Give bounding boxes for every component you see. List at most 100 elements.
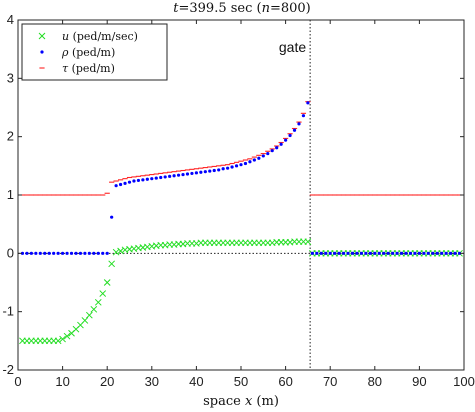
rho-point — [275, 146, 279, 150]
rho-point — [145, 177, 149, 181]
ticks-layer: 0 10 20 30 40 50 60 70 80 90 100 -2 -1 0 1 2 3 4 — [2, 12, 474, 389]
u-point — [81, 317, 89, 324]
rho-point — [435, 251, 439, 255]
rho-point — [368, 251, 372, 255]
rho-point — [74, 251, 78, 255]
legend-marker — [40, 50, 44, 54]
rho-point — [252, 158, 256, 162]
rho-point — [20, 251, 25, 255]
u-point — [63, 332, 71, 340]
u-point — [304, 238, 312, 246]
rho-point — [194, 171, 198, 175]
y-tick-label: -2 — [2, 362, 14, 377]
rho-point — [292, 128, 297, 132]
rho-point — [159, 175, 163, 180]
rho-point — [431, 251, 435, 255]
rho-point — [65, 251, 69, 255]
x-tick-label: 80 — [368, 374, 382, 389]
rho-point — [226, 166, 230, 170]
rho-point — [319, 251, 323, 255]
rho-point — [150, 177, 154, 181]
y-tick-label: 0 — [7, 245, 14, 260]
rho-point — [333, 251, 337, 255]
rho-point — [234, 164, 239, 168]
rho-point — [83, 251, 87, 255]
rho-point — [373, 251, 377, 255]
x-tick-label: 20 — [100, 374, 114, 389]
rho-point — [199, 170, 203, 174]
rho-point — [257, 156, 261, 160]
u-point — [94, 298, 102, 306]
u-point — [54, 337, 62, 345]
rho-point — [359, 251, 364, 255]
rho-point — [96, 251, 100, 255]
rho-point — [92, 251, 96, 255]
x-tick-label: 50 — [234, 374, 248, 389]
rho-point — [56, 251, 60, 255]
rho-point — [127, 180, 132, 184]
rho-point — [444, 251, 448, 255]
rho-point — [364, 251, 368, 255]
rho-point — [154, 176, 158, 180]
legend-label: τ (ped/m) — [62, 62, 115, 75]
y-tick-label: 4 — [7, 12, 14, 27]
legend-label: u (ped/m/sec) — [62, 30, 138, 43]
u-point — [112, 248, 120, 256]
rho-point — [69, 251, 74, 255]
rho-point — [346, 251, 350, 255]
rho-point — [217, 168, 221, 172]
rho-point — [212, 168, 216, 173]
chart-title: t=399.5 sec (n=800) — [173, 1, 310, 16]
rho-point — [395, 251, 399, 255]
y-tick-label: -1 — [2, 304, 14, 319]
gate-layer: gate — [279, 20, 311, 370]
rho-point — [105, 251, 109, 255]
rho-point — [413, 251, 417, 255]
rho-point — [306, 101, 310, 105]
rho-point — [172, 174, 176, 178]
legend: u (ped/m/sec) ρ (ped/m) τ (ped/m) — [21, 23, 168, 81]
rho-point — [25, 251, 29, 255]
rho-point — [440, 251, 444, 255]
rho-point — [288, 133, 292, 138]
rho-point — [230, 165, 234, 169]
rho-point — [163, 175, 167, 179]
u-point — [86, 311, 93, 319]
legend-marker — [38, 32, 46, 40]
x-tick-label: 60 — [278, 374, 292, 389]
y-tick-label: 3 — [7, 70, 14, 85]
rho-point — [243, 161, 248, 166]
rho-point — [203, 170, 207, 174]
x-tick-label: 30 — [145, 374, 159, 389]
y-tick-label: 1 — [7, 187, 14, 202]
rho-point — [118, 182, 123, 187]
rho-point — [382, 251, 386, 255]
rho-point — [43, 251, 47, 255]
rho-point — [315, 251, 319, 255]
rho-point — [386, 251, 390, 255]
rho-point — [176, 173, 181, 177]
rho-point — [279, 142, 283, 146]
legend-box — [21, 23, 168, 81]
rho-point — [457, 251, 462, 255]
rho-point — [78, 251, 83, 255]
rho-point — [52, 251, 56, 255]
rho-point — [417, 251, 421, 255]
u-point — [90, 305, 98, 313]
rho-point — [453, 251, 457, 255]
rho-point — [324, 251, 328, 255]
rho-point — [61, 251, 65, 255]
gate-label: gate — [279, 39, 306, 55]
rho-point — [355, 251, 359, 255]
rho-point — [141, 178, 145, 182]
u-point — [99, 290, 107, 297]
rho-point — [114, 184, 118, 188]
rho-point — [208, 169, 212, 173]
rho-point — [310, 251, 314, 255]
series-2 — [19, 101, 463, 196]
rho-point — [38, 251, 42, 255]
rho-point — [399, 251, 404, 255]
x-axis-label: space x (m) — [203, 394, 279, 409]
x-tick-label: 40 — [189, 374, 203, 389]
rho-point — [408, 251, 413, 255]
